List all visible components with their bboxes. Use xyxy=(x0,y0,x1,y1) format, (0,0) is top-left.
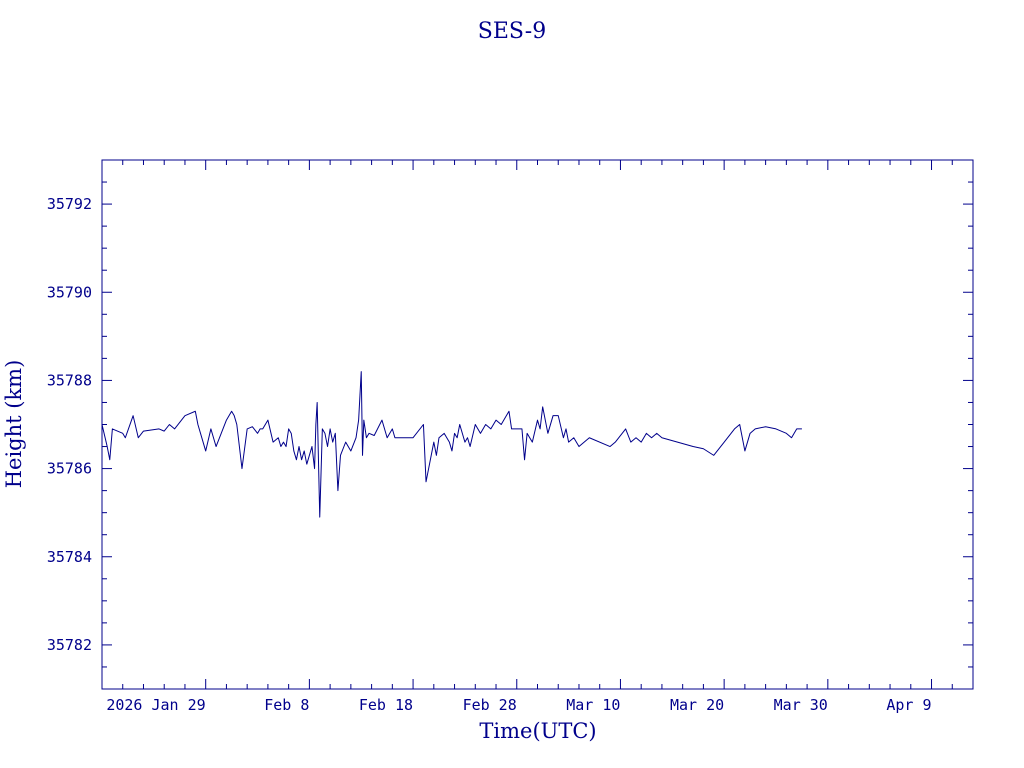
x-tick-label: Feb 28 xyxy=(463,696,517,714)
plot-frame xyxy=(101,159,974,690)
y-tick-label: 35792 xyxy=(47,195,92,213)
x-tick-label: Mar 30 xyxy=(774,696,828,714)
y-tick-label: 35784 xyxy=(47,548,92,566)
x-tick-label: Mar 10 xyxy=(566,696,620,714)
x-tick-label: Mar 20 xyxy=(670,696,724,714)
chart-title: SES-9 xyxy=(478,19,546,44)
x-tick-label: Feb 8 xyxy=(264,696,309,714)
y-axis-label: Height (km) xyxy=(2,360,26,489)
x-tick-label: 2026 Jan 29 xyxy=(106,696,205,714)
y-tick-label: 35786 xyxy=(47,460,92,478)
y-tick-label: 35788 xyxy=(47,371,92,389)
x-tick-label: Apr 9 xyxy=(886,696,931,714)
x-tick-label: Feb 18 xyxy=(359,696,413,714)
x-axis-label: Time(UTC) xyxy=(479,719,596,743)
y-tick-label: 35790 xyxy=(47,283,92,301)
y-tick-label: 35782 xyxy=(47,636,92,654)
x-axis: 2026 Jan 29 Feb 8 Feb 18 Feb 28 Mar 10 Mar 20… xyxy=(101,160,974,714)
y-axis: 35782 35784 35786 35788 35790 35792 xyxy=(47,159,973,690)
series-line xyxy=(101,371,802,518)
